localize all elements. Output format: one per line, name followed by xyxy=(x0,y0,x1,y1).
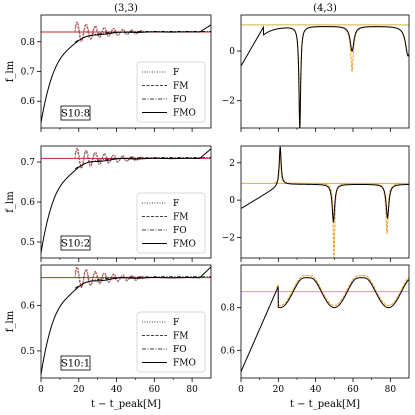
series-FMO xyxy=(41,24,211,123)
legend-label-FO: FO xyxy=(173,226,187,236)
series-F xyxy=(74,21,144,42)
panel-label: S10:1 xyxy=(61,359,90,370)
x-tick-label: 60 xyxy=(347,385,359,395)
y-tick-label: 0.5 xyxy=(21,347,36,357)
panel-right-top: −2 0 xyxy=(222,14,410,132)
legend: F FM FO FMO xyxy=(136,192,206,254)
panel-label-box xyxy=(60,235,91,251)
panel-label: S10:8 xyxy=(61,109,90,120)
axes-frame xyxy=(240,264,410,379)
legend-box xyxy=(136,311,206,373)
series-orange xyxy=(278,26,409,128)
y-axis-label: f_lm xyxy=(5,191,16,213)
y-axis-label: f_lm xyxy=(5,310,16,332)
series-F xyxy=(74,266,144,288)
panel-right-bot: 0 20 40 60 80 0.6 0.8 t − t_peak[M] xyxy=(221,264,410,410)
series-FO xyxy=(74,157,211,170)
y-axis-label: f_lm xyxy=(5,60,16,82)
x-axis-label: t − t_peak[M] xyxy=(91,399,161,410)
axes-frame xyxy=(240,145,410,259)
column-title-left: (3,3) xyxy=(114,3,138,14)
legend-label-FM: FM xyxy=(173,82,188,92)
legend-label-F: F xyxy=(173,68,179,78)
panel-left-top: 0.6 0.7 0.8 S10:8 F FM FO FMO f_lm xyxy=(5,14,212,132)
legend-label-FMO: FMO xyxy=(173,109,196,119)
plot-area xyxy=(241,146,409,258)
column-title-right: (4,3) xyxy=(313,3,337,14)
panel-label-box xyxy=(60,355,91,371)
series-FO xyxy=(74,30,211,43)
y-tick-label: 0.6 xyxy=(221,346,236,356)
panel-left-bot: 0 20 40 60 80 0.5 0.6 S10:1 F FM FO FMO f_lmt − t_pe… xyxy=(5,264,212,410)
axes-frame xyxy=(40,264,212,379)
y-tick-label: 0.8 xyxy=(221,304,236,314)
series-FM xyxy=(74,267,144,289)
series-FMO xyxy=(241,25,409,128)
y-tick-label: 0.6 xyxy=(21,97,36,107)
series-F xyxy=(74,147,144,169)
plot-area xyxy=(41,147,211,253)
legend-label-F: F xyxy=(173,318,179,328)
legend-box xyxy=(136,61,206,123)
series-orange xyxy=(274,146,409,258)
y-tick-label: 0 xyxy=(229,196,235,206)
x-tick-label: 0 xyxy=(38,385,44,395)
series-FM xyxy=(74,148,144,169)
panel-label-box xyxy=(60,105,91,121)
y-tick-label: 0.7 xyxy=(21,68,36,78)
x-tick-label: 40 xyxy=(111,385,123,395)
legend-box xyxy=(136,192,206,254)
y-tick-label: 2 xyxy=(229,159,235,169)
legend-label-FM: FM xyxy=(173,213,188,223)
y-tick-label: 0.6 xyxy=(21,198,36,208)
x-tick-label: 80 xyxy=(385,385,397,395)
series-FMO xyxy=(41,148,211,253)
series-FM xyxy=(74,22,144,42)
axes-frame xyxy=(240,14,410,129)
x-tick-label: 60 xyxy=(149,385,161,395)
legend-label-FMO: FMO xyxy=(173,240,196,250)
x-tick-label: 20 xyxy=(273,385,285,395)
plot-area xyxy=(241,24,409,128)
panel-left-mid: 0.5 0.6 0.7 S10:2 F FM FO FMO f_lm xyxy=(5,145,212,262)
series-FMO xyxy=(241,277,409,372)
legend-label-FO: FO xyxy=(173,345,187,355)
x-tick-label: 20 xyxy=(73,385,85,395)
panel-right-mid: −2 0 2 xyxy=(222,145,410,262)
series-FO xyxy=(74,276,211,289)
series-FMO xyxy=(41,266,211,375)
legend-label-FO: FO xyxy=(173,95,187,105)
legend: F FM FO FMO xyxy=(136,61,206,123)
plot-area xyxy=(41,266,211,375)
legend-label-FM: FM xyxy=(173,332,188,342)
series-FMO xyxy=(241,146,409,224)
y-tick-label: 0.8 xyxy=(21,38,36,48)
y-tick-label: −2 xyxy=(222,233,235,243)
y-tick-label: 0.6 xyxy=(21,302,36,312)
y-tick-label: 0.7 xyxy=(21,158,36,168)
x-tick-label: 0 xyxy=(238,385,244,395)
legend-label-F: F xyxy=(173,199,179,209)
y-tick-label: 0.5 xyxy=(21,238,36,248)
panel-label: S10:2 xyxy=(61,239,90,250)
x-tick-label: 80 xyxy=(186,385,198,395)
plot-area xyxy=(41,21,211,123)
legend-label-FMO: FMO xyxy=(173,359,196,369)
y-tick-label: 0 xyxy=(229,47,235,57)
plot-area xyxy=(241,275,409,372)
legend: F FM FO FMO xyxy=(136,311,206,373)
x-axis-label: t − t_peak[M] xyxy=(290,399,360,410)
x-tick-label: 40 xyxy=(310,385,322,395)
y-tick-label: −2 xyxy=(222,97,235,107)
